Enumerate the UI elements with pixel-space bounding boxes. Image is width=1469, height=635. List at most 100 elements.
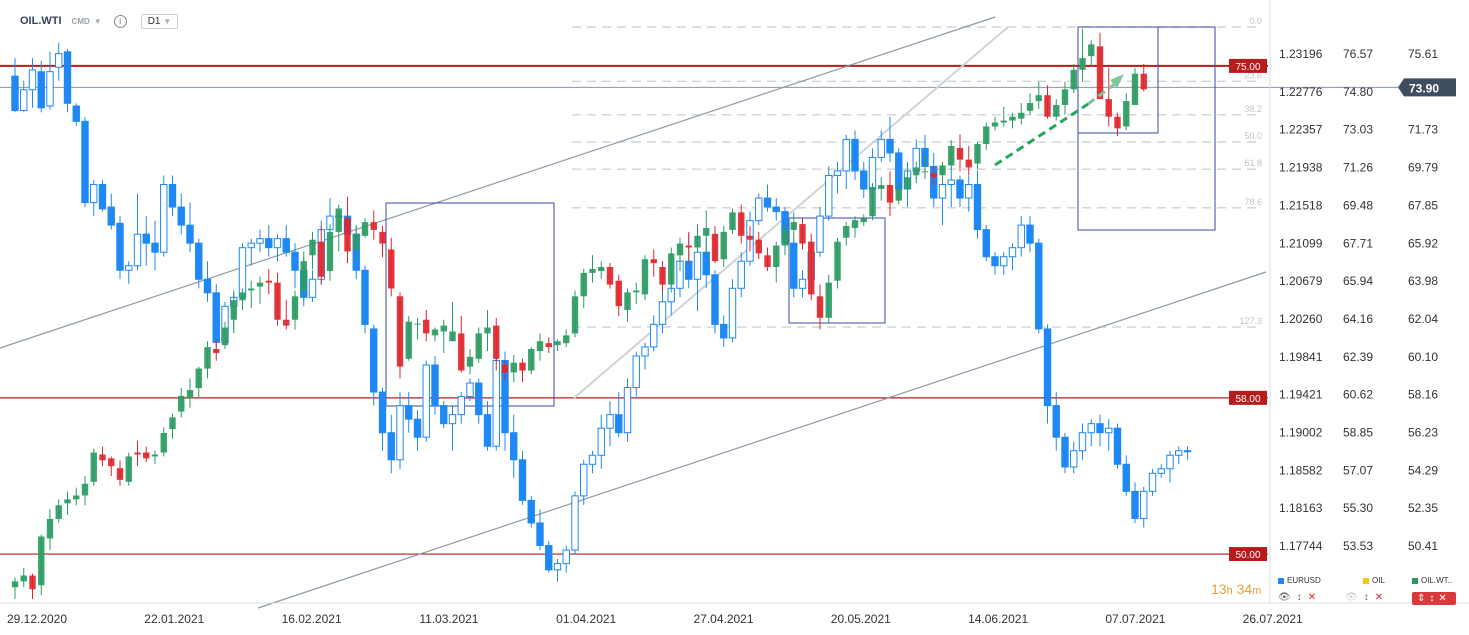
date-axis: 29.12.2020 22.01.2021 16.02.2021 11.03.2021… <box>0 602 1469 626</box>
candle-body <box>1122 463 1130 492</box>
eurusd-candle <box>256 229 264 253</box>
fib-label: 127.3 <box>1239 316 1262 326</box>
eurusd-candle <box>693 247 702 311</box>
candle-body <box>825 174 833 217</box>
eurusd-candle <box>938 175 947 226</box>
close-icon[interactable]: ✕ <box>1374 592 1390 603</box>
oil-candle <box>703 210 710 256</box>
eurusd-tick-label: 1.19841 <box>1279 350 1323 364</box>
oil-candle <box>991 116 999 131</box>
eye-icon[interactable]: 👁 <box>1278 592 1297 603</box>
oil-candle <box>1061 81 1069 115</box>
candle-body <box>632 355 640 389</box>
candle-body <box>431 364 439 407</box>
sort-icon[interactable]: ↕ <box>1363 592 1375 603</box>
candle-body <box>1131 73 1139 105</box>
oil-candle <box>274 272 281 326</box>
oil-candle <box>878 177 885 201</box>
eurusd-candle <box>956 175 964 208</box>
oil-wti-tick-label: 71.73 <box>1408 123 1438 137</box>
candle-body <box>956 147 964 160</box>
oil-tick-label: 65.94 <box>1343 274 1373 288</box>
fib-label: 0.0 <box>1249 16 1262 26</box>
oil-candle <box>851 216 859 238</box>
timer-m-unit: m <box>1252 585 1262 597</box>
candle-body <box>1026 224 1034 244</box>
eurusd-candle <box>1017 216 1025 257</box>
sort-icon[interactable]: ↕ <box>1296 592 1308 603</box>
chevron-down-icon[interactable]: ▼ <box>93 16 102 26</box>
oil-candle <box>116 460 124 486</box>
candle-body <box>291 251 299 271</box>
candle-body <box>493 325 500 359</box>
candle-body <box>1017 224 1025 249</box>
candle-body <box>466 382 474 398</box>
candle-body <box>571 296 579 334</box>
date-tick-label: 01.04.2021 <box>556 612 616 626</box>
candle-body <box>265 280 272 283</box>
candle-body <box>73 495 80 500</box>
candle-body <box>160 184 168 253</box>
eurusd-candle <box>606 401 614 447</box>
oil-tick-label: 64.16 <box>1343 312 1373 326</box>
candle-body <box>659 267 666 285</box>
oil-candle <box>720 226 727 268</box>
eurusd-candle <box>483 401 492 451</box>
candle-body <box>685 260 693 280</box>
candle-body <box>738 212 745 236</box>
oil-candle <box>1105 67 1112 127</box>
candle-body <box>615 414 623 434</box>
candle-body <box>151 454 159 457</box>
eye-icon[interactable]: 👁 <box>1345 592 1364 603</box>
eurusd-candle <box>545 540 553 573</box>
oil-wti-tick-label: 60.10 <box>1408 350 1438 364</box>
candle-body <box>650 323 658 348</box>
candle-body <box>466 356 474 367</box>
oil-wti-tick-label: 75.61 <box>1408 47 1438 61</box>
oil-tick-label: 73.03 <box>1343 123 1373 137</box>
eurusd-candle <box>1087 419 1095 447</box>
eurusd-candle <box>133 193 142 271</box>
candle-body <box>580 463 588 497</box>
oil-candle <box>1123 93 1130 131</box>
candle-body <box>318 241 325 277</box>
oil-candle <box>466 349 474 375</box>
oil-candle <box>816 284 824 330</box>
timeframe-select[interactable]: D1 ▼ <box>140 13 179 29</box>
current-price-tag <box>1398 78 1456 97</box>
series-settings-button[interactable]: ⇕↕✕ <box>1412 592 1456 605</box>
eurusd-candle <box>877 130 885 162</box>
date-tick-label: 26.07.2021 <box>1243 612 1303 626</box>
candle-body <box>160 432 167 453</box>
eurusd-candle <box>1183 446 1192 460</box>
oil-candle <box>781 224 789 256</box>
info-icon[interactable]: i <box>113 14 127 28</box>
eurusd-candle <box>1008 243 1017 271</box>
candle-body <box>38 536 45 586</box>
oil-candle <box>764 247 771 271</box>
candle-body <box>606 267 614 285</box>
candle-body <box>344 218 351 252</box>
candle-body <box>860 218 867 223</box>
eurusd-candle <box>518 450 527 505</box>
candle-body <box>213 349 220 353</box>
eurusd-candle <box>308 270 317 302</box>
oil-tick-label: 55.30 <box>1343 501 1373 515</box>
oil-candle <box>134 440 141 467</box>
oil-candle <box>160 427 167 457</box>
candle-body <box>948 145 955 166</box>
eurusd-candle <box>37 60 45 113</box>
candle-body <box>1096 46 1104 100</box>
oil-candle <box>1026 93 1034 115</box>
oil-candle <box>55 499 62 523</box>
oil-wti-tick-label: 63.98 <box>1408 274 1438 288</box>
timer-h-unit: h <box>1226 585 1233 597</box>
candle-body <box>370 222 377 230</box>
symbol-name[interactable]: OIL.WTI <box>20 15 62 27</box>
eurusd-tick-label: 1.19002 <box>1279 426 1323 440</box>
level-tag-label: 75.00 <box>1235 62 1260 73</box>
date-tick-label: 27.04.2021 <box>693 612 753 626</box>
oil-candle <box>930 165 937 186</box>
close-icon[interactable]: ✕ <box>1307 592 1323 603</box>
